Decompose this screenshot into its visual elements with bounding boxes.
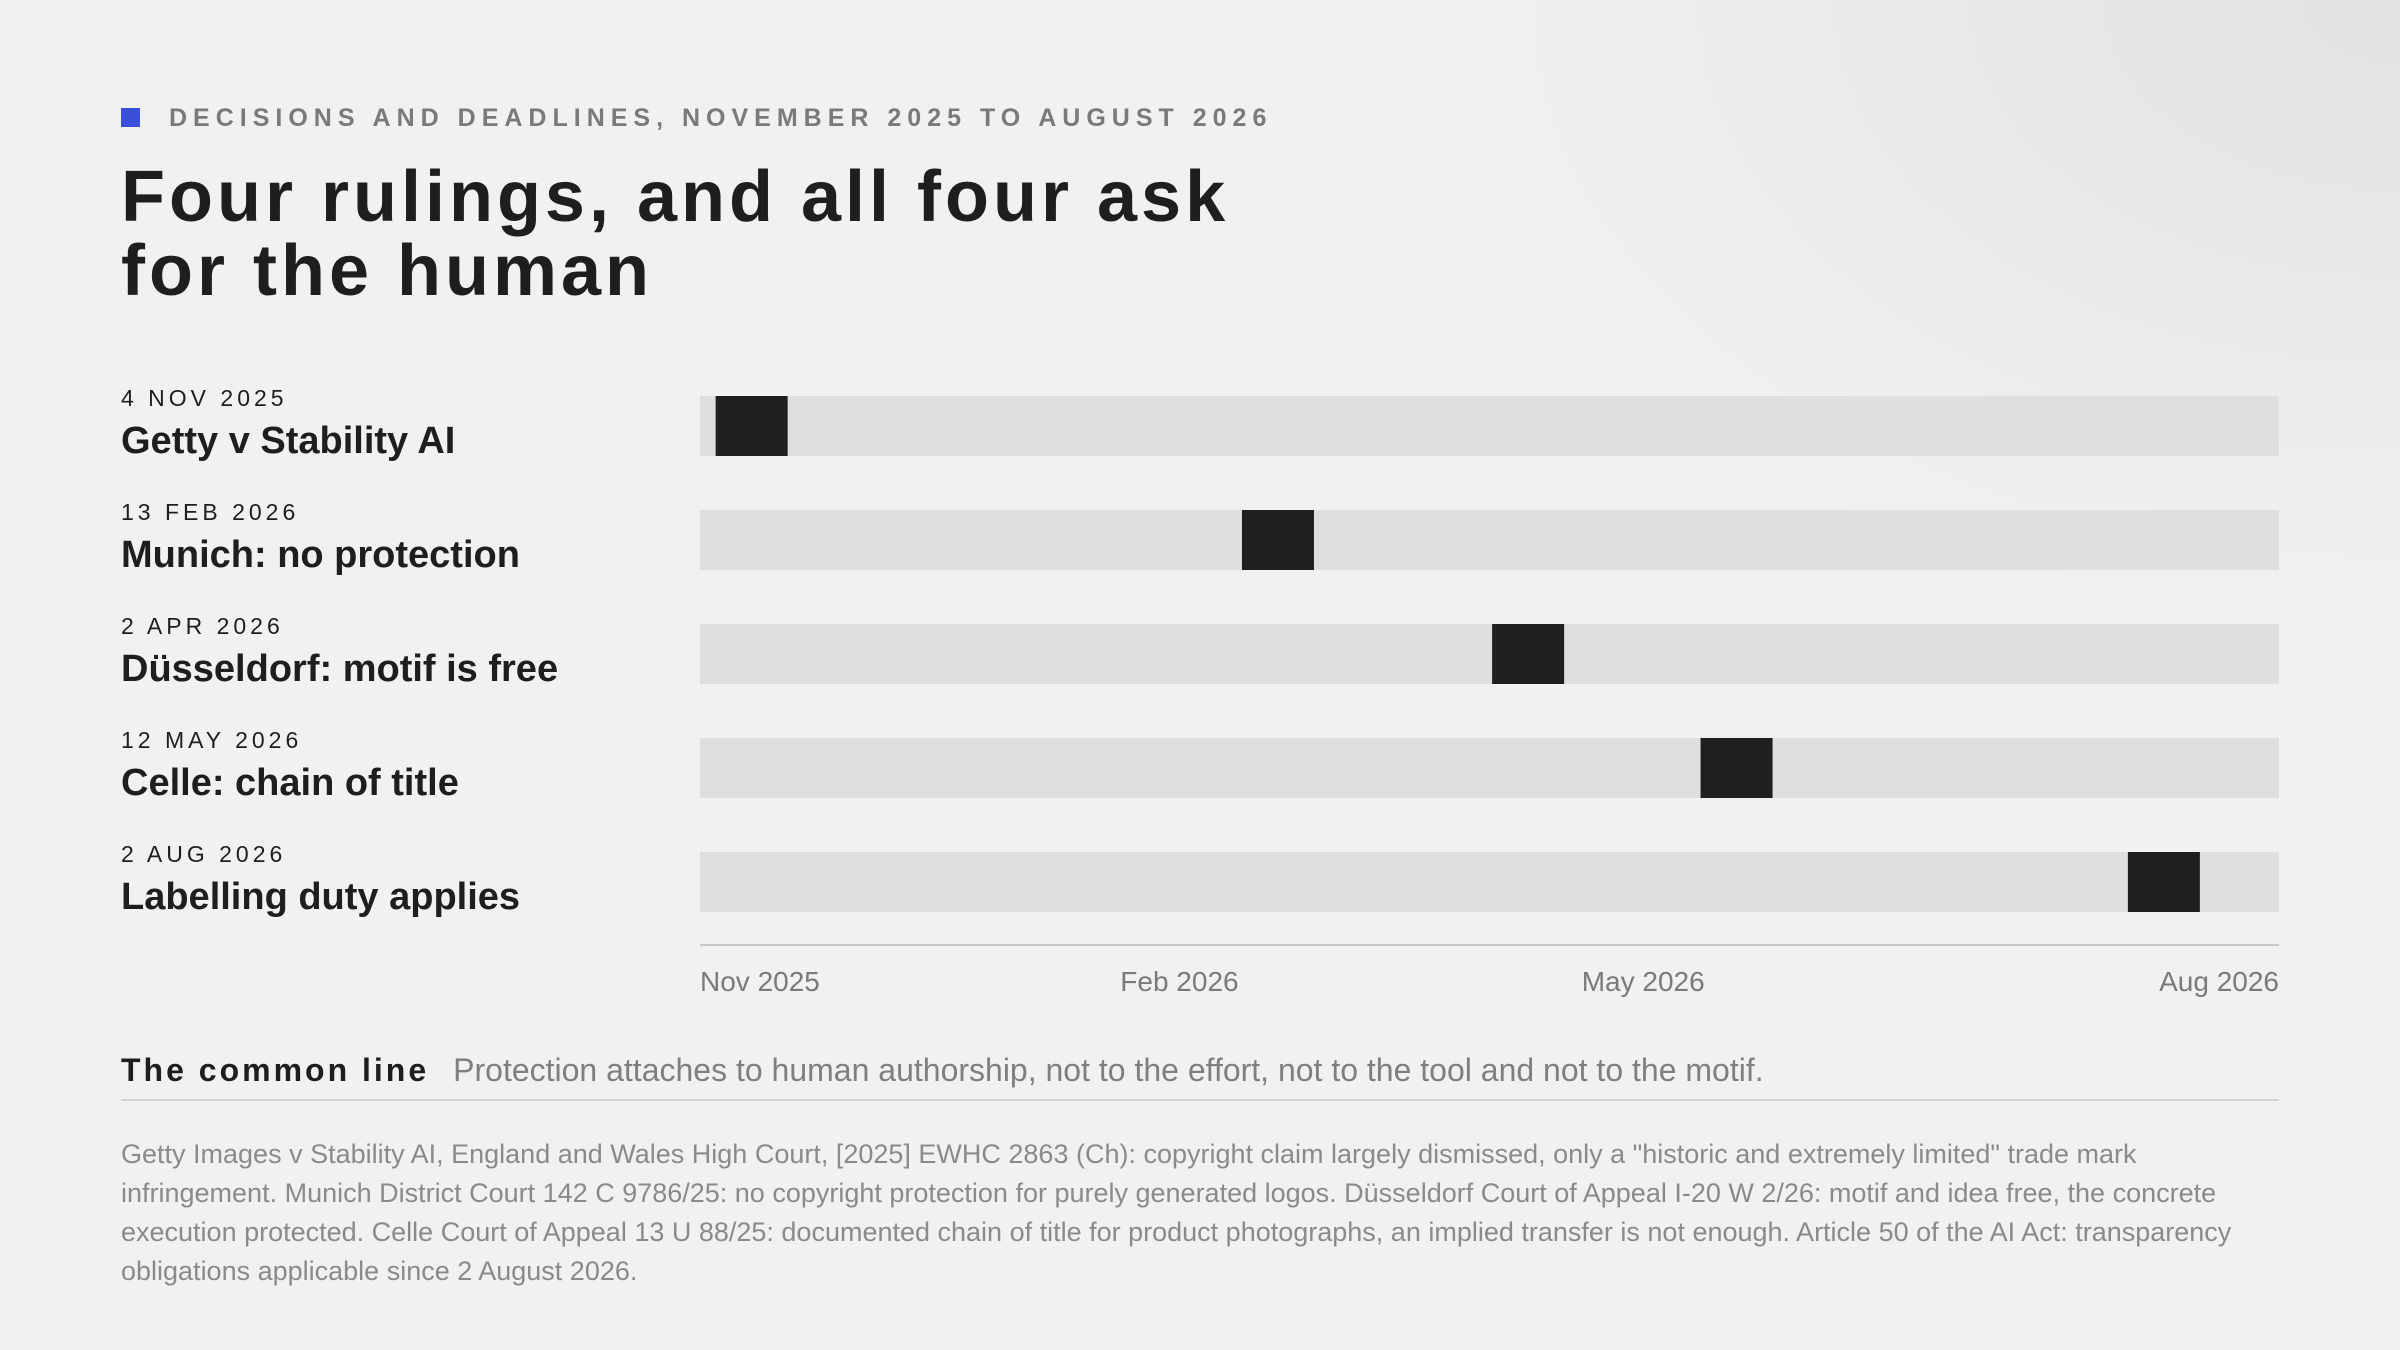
track [700,396,2279,456]
event-date: 4 NOV 2025 [121,385,288,411]
kicker: DECISIONS AND DEADLINES, NOVEMBER 2025 T… [169,104,1273,132]
event-label: Munich: no protection [121,534,520,576]
common-line-text: Protection attaches to human authorship,… [453,1052,1764,1088]
track [700,852,2279,912]
x-tick-label: Nov 2025 [700,966,820,997]
x-tick-label: Feb 2026 [1120,966,1238,997]
chart-title: Four rulings, and all four ask for the h… [121,157,1230,311]
x-tick-label: Aug 2026 [2159,966,2279,997]
event-marker [1700,738,1773,798]
track [700,738,2279,798]
kicker-marker [121,108,140,127]
event-label: Celle: chain of title [121,762,459,804]
event-marker [715,396,788,456]
event-marker [1492,624,1565,684]
event-date: 2 AUG 2026 [121,841,286,867]
event-date: 2 APR 2026 [121,613,284,639]
track [700,510,2279,570]
event-date: 13 FEB 2026 [121,499,299,525]
event-label: Labelling duty applies [121,876,520,918]
track [700,624,2279,684]
chart: 4 NOV 2025 Getty v Stability AI 13 FEB 202… [121,385,2279,997]
event-marker [2127,852,2200,912]
common-line-heading: The common line [121,1052,430,1088]
x-tick-label: May 2026 [1582,966,1705,997]
event-label: Düsseldorf: motif is free [121,648,558,690]
event-marker [1241,510,1314,570]
divider [121,1099,2279,1101]
footnote: Getty Images v Stability AI, England and… [121,1139,2232,1286]
common-line: The common line Protection attaches to hu… [121,1052,1764,1089]
event-label: Getty v Stability AI [121,420,455,462]
event-date: 12 MAY 2026 [121,727,302,753]
